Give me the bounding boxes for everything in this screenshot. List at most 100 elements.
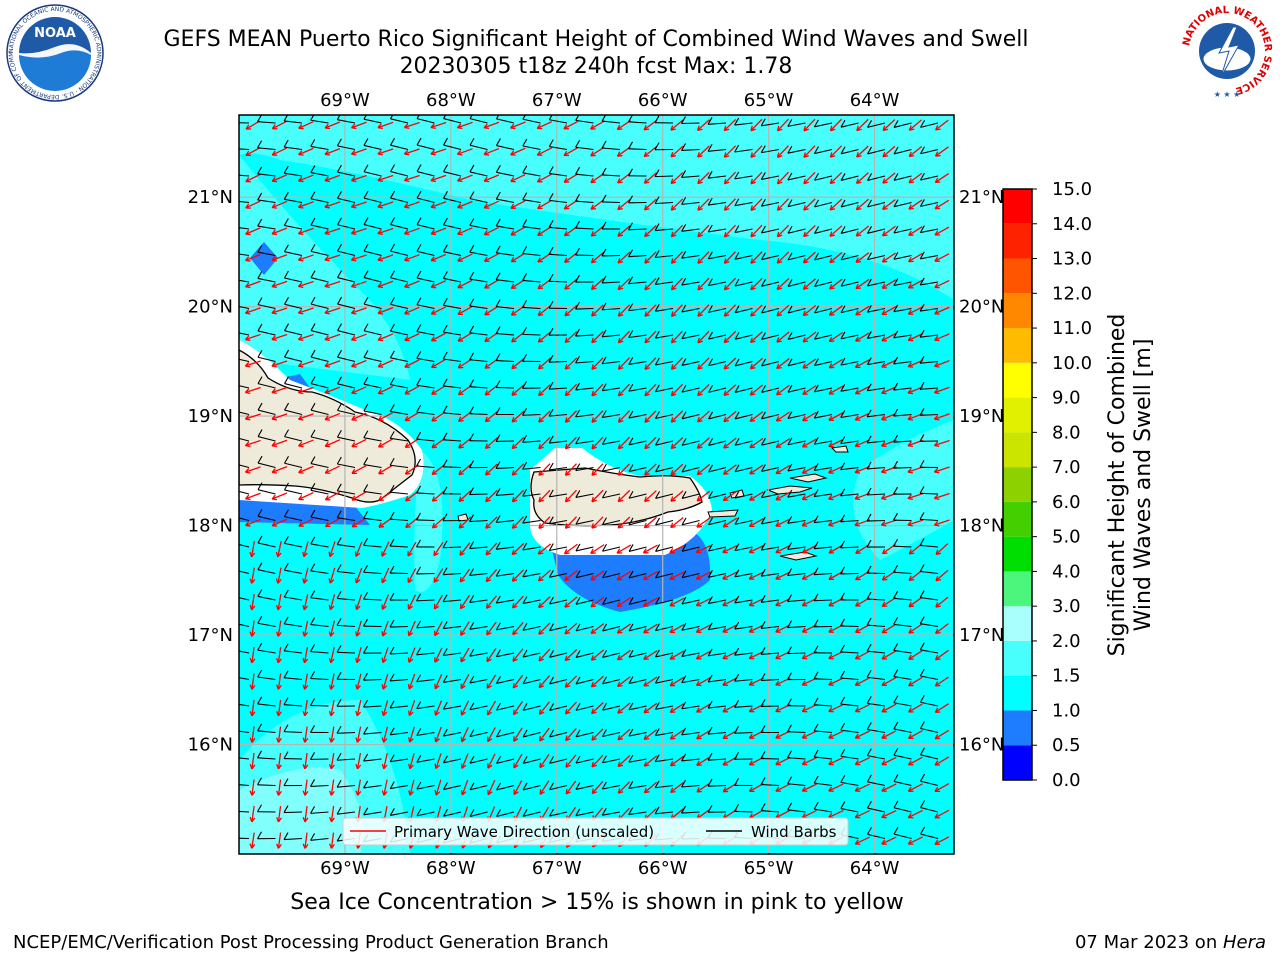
wave-direction-arrow: [303, 541, 309, 557]
wind-barb-feather: [893, 252, 899, 260]
wave-direction-arrow: [881, 597, 897, 607]
wind-barb-feather: [257, 831, 262, 840]
wave-direction-arrow: [539, 754, 550, 768]
wave-direction-arrow: [803, 278, 816, 290]
wave-arrow-head: [592, 791, 598, 795]
wind-barb: [840, 413, 859, 419]
wind-barb: [761, 387, 780, 393]
wave-arrow-head: [249, 711, 253, 717]
wind-barb: [337, 119, 356, 124]
wind-barb: [708, 307, 727, 313]
wave-arrow-head: [617, 470, 621, 476]
wind-barb-feather: [707, 778, 713, 787]
wave-arrow-head: [304, 711, 309, 717]
wave-arrow-head: [616, 654, 621, 660]
wind-barb: [893, 623, 912, 628]
wind-barb-feather: [867, 199, 873, 208]
wave-arrow-head: [355, 579, 361, 584]
wave-direction-arrow: [298, 413, 314, 420]
wave-direction-arrow: [271, 254, 288, 261]
wave-arrow-head: [351, 442, 356, 447]
wave-arrow-head: [330, 632, 335, 637]
lat-label-left: 20°N: [188, 297, 233, 318]
wind-barb: [628, 519, 647, 526]
wave-direction-arrow: [537, 331, 552, 343]
wind-barb: [920, 623, 939, 628]
wave-arrow-head: [378, 469, 382, 475]
wave-direction-arrow: [802, 411, 817, 422]
wind-barb-feather: [628, 410, 634, 419]
wind-barb: [469, 332, 488, 336]
wave-arrow-head: [696, 525, 703, 528]
wind-barb: [257, 199, 276, 204]
wave-direction-arrow: [277, 779, 282, 796]
wind-barb-feather: [893, 747, 899, 756]
wave-arrow-head: [303, 579, 308, 584]
wave-direction-arrow: [538, 596, 551, 608]
wind-barb: [390, 197, 409, 204]
wind-barb-feather: [389, 350, 395, 359]
wind-barb-feather: [787, 776, 793, 785]
wave-arrow-head: [328, 578, 331, 584]
wind-barb: [734, 678, 753, 682]
wind-barb-feather: [893, 486, 898, 495]
wave-arrow-head: [298, 338, 304, 342]
wind-barb-feather: [310, 644, 316, 652]
wave-arrow-head: [617, 523, 621, 529]
wind-barb: [469, 278, 488, 283]
wind-barb: [363, 811, 382, 816]
wave-arrow-head: [538, 629, 541, 635]
wind-barb-feather: [919, 668, 925, 677]
wave-arrow-head: [855, 601, 859, 607]
wind-barb-feather: [389, 323, 395, 332]
wind-barb-feather: [231, 377, 235, 384]
wave-arrow-head: [801, 786, 806, 792]
wind-barb-feather: [734, 117, 740, 126]
wave-arrow-head: [565, 367, 571, 370]
wave-arrow-head: [722, 547, 727, 553]
wind-barb: [628, 705, 647, 711]
wave-arrow-head: [803, 152, 806, 158]
wave-direction-arrow: [748, 597, 765, 607]
wave-arrow-head: [483, 203, 488, 209]
wind-barb-feather: [549, 782, 554, 791]
wave-arrow-head: [722, 760, 727, 766]
wave-direction-arrow: [564, 596, 578, 608]
wind-barb-feather: [734, 621, 740, 630]
wave-arrow-head: [644, 261, 650, 264]
wave-direction-arrow: [723, 437, 737, 449]
wave-arrow-head: [277, 791, 282, 796]
wind-barb-feather: [495, 191, 501, 200]
wave-arrow-head: [324, 308, 329, 314]
wave-arrow-head: [350, 229, 356, 234]
wind-barb: [239, 757, 250, 760]
wave-direction-arrow: [383, 753, 388, 769]
wind-barb-feather: [337, 296, 343, 305]
wave-arrow-head: [644, 446, 650, 450]
wind-barb: [761, 546, 780, 551]
wind-barb-feather: [761, 252, 766, 260]
wind-barb-feather: [283, 697, 289, 705]
wind-barb-feather: [575, 247, 580, 256]
wave-arrow-head: [801, 521, 806, 527]
wind-barb: [787, 625, 806, 629]
wind-barb-feather: [310, 509, 316, 518]
wind-barb-feather: [496, 702, 501, 711]
wind-barb: [655, 599, 674, 605]
wind-barb: [814, 201, 833, 208]
wave-arrow-head: [457, 256, 462, 262]
wave-direction-arrow: [409, 753, 415, 769]
wind-barb-feather: [761, 305, 767, 314]
wave-arrow-head: [277, 711, 282, 717]
wave-direction-arrow: [325, 491, 340, 501]
wave-arrow-head: [670, 205, 674, 211]
wave-height-band-light: [239, 115, 954, 300]
wind-barb: [522, 279, 541, 283]
wave-direction-arrow: [722, 624, 738, 633]
wind-barb-feather: [601, 463, 607, 472]
wave-arrow-head: [276, 843, 280, 849]
wave-direction-arrow: [431, 464, 446, 475]
wind-barb: [602, 811, 621, 816]
wave-arrow-head: [356, 685, 361, 690]
wind-barb: [734, 705, 753, 708]
